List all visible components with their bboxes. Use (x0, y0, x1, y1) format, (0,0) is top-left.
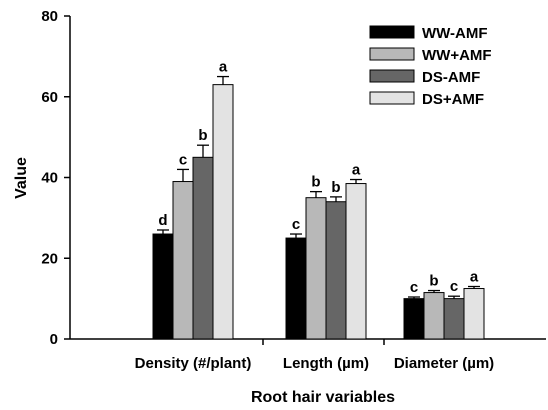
significance-letter: b (311, 174, 320, 191)
bar (424, 293, 444, 339)
significance-letter: a (352, 162, 361, 179)
bar (404, 299, 424, 339)
legend: WW-AMF WW+AMF DS-AMF DS+AMF (370, 25, 492, 108)
legend-label: WW+AMF (422, 47, 492, 64)
y-tick-label: 40 (41, 170, 58, 187)
bar (346, 184, 366, 339)
significance-letter: d (158, 212, 167, 229)
bar (286, 238, 306, 339)
significance-letter: c (410, 279, 418, 296)
legend-swatch (370, 48, 414, 60)
x-axis-title: Root hair variables (251, 389, 395, 406)
y-axis-title: Value (13, 157, 30, 199)
bar (153, 234, 173, 339)
y-tick-label: 0 (50, 331, 58, 348)
y-tick-label: 20 (41, 250, 58, 267)
x-category-label: Length (µm) (283, 355, 369, 372)
legend-swatch (370, 70, 414, 82)
legend-label: WW-AMF (422, 25, 488, 42)
legend-label: DS-AMF (422, 69, 480, 86)
significance-letter: b (331, 179, 340, 196)
bar (464, 289, 484, 339)
significance-letter: c (292, 216, 300, 233)
bar (444, 299, 464, 339)
significance-letter: b (429, 273, 438, 290)
bar (193, 157, 213, 339)
significance-letter: b (198, 127, 207, 144)
bar (306, 198, 326, 339)
legend-swatch (370, 26, 414, 38)
x-category-label: Diameter (µm) (394, 355, 494, 372)
x-category-label: Density (#/plant) (135, 355, 252, 372)
bar (326, 202, 346, 339)
legend-label: DS+AMF (422, 91, 484, 108)
bar (173, 182, 193, 339)
significance-letter: c (450, 278, 458, 295)
legend-swatch (370, 92, 414, 104)
significance-letter: a (470, 269, 479, 286)
y-tick-label: 60 (41, 89, 58, 106)
y-tick-label: 80 (41, 8, 58, 25)
bars (153, 77, 484, 339)
significance-letter: c (179, 151, 187, 168)
bar (213, 85, 233, 339)
significance-letter: a (219, 59, 228, 76)
